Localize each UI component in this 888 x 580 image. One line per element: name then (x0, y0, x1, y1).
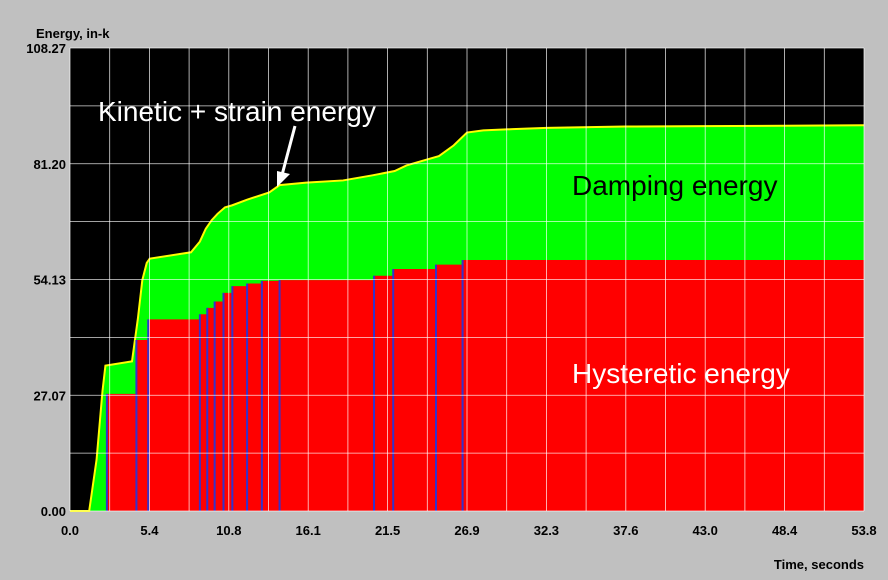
x-tick-label: 0.0 (61, 523, 79, 538)
annotation-hysteretic: Hysteretic energy (572, 358, 790, 389)
annotation-arrow-head (277, 171, 290, 187)
x-tick-label: 16.1 (296, 523, 321, 538)
x-tick-label: 10.8 (216, 523, 241, 538)
y-axis-title: Energy, in-k (36, 26, 110, 41)
x-tick-label: 53.8 (851, 523, 876, 538)
y-tick-label: 81.20 (33, 157, 66, 172)
x-tick-label: 26.9 (454, 523, 479, 538)
x-tick-label: 21.5 (375, 523, 400, 538)
annotation-damping: Damping energy (572, 170, 777, 201)
annotation-arrow-line (280, 125, 297, 176)
kinetic-strain-energy-band (70, 124, 865, 512)
x-tick-label: 48.4 (772, 523, 798, 538)
grid-layer (69, 47, 865, 512)
annotation-kinetic-strain: Kinetic + strain energy (98, 96, 376, 127)
x-tick-label: 5.4 (140, 523, 159, 538)
y-tick-label: 108.27 (26, 41, 66, 56)
y-tick-labels: 0.00 27.07 54.13 81.20 108.27 (26, 41, 66, 519)
y-tick-label: 54.13 (33, 273, 66, 288)
y-tick-label: 0.00 (41, 504, 66, 519)
x-tick-label: 32.3 (534, 523, 559, 538)
x-axis-title: Time, seconds (774, 557, 864, 572)
x-tick-label: 43.0 (693, 523, 718, 538)
y-tick-label: 27.07 (33, 388, 66, 403)
x-tick-labels: 0.0 5.4 10.8 16.1 21.5 26.9 32.3 37.6 43.0 48.4 53… (61, 523, 877, 538)
x-tick-label: 37.6 (613, 523, 638, 538)
